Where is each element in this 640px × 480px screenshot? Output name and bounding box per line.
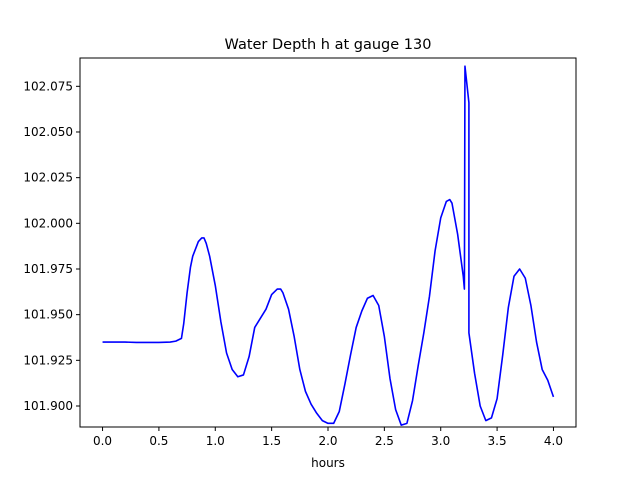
x-tick-label: 0.0 (93, 434, 112, 448)
series-line-0 (102, 65, 555, 426)
y-axis: 101.900 101.925 101.950 101.975 102.000 102.0… (23, 79, 80, 413)
x-tick-label: 3.0 (431, 434, 450, 448)
y-tick-label: 102.025 (23, 171, 73, 185)
x-tick-label: 2.0 (318, 434, 337, 448)
x-tick-label: 0.5 (149, 434, 168, 448)
x-tick-label: 4.0 (544, 434, 563, 448)
y-tick-label: 101.925 (23, 353, 73, 367)
x-axis-label: hours (311, 456, 345, 470)
x-tick-label: 1.5 (262, 434, 281, 448)
x-tick-label: 2.5 (375, 434, 394, 448)
y-tick-label: 102.050 (23, 125, 73, 139)
x-tick-label: 3.5 (488, 434, 507, 448)
chart-title: Water Depth h at gauge 130 (225, 37, 432, 53)
y-tick-label: 102.075 (23, 79, 73, 93)
axes-frame (79, 57, 577, 428)
y-tick-label: 101.900 (23, 399, 73, 413)
y-tick-label: 102.000 (23, 216, 73, 230)
y-tick-label: 101.975 (23, 262, 73, 276)
plot-area (102, 65, 555, 426)
x-axis: 0.0 0.5 1.0 1.5 2.0 2.5 3.0 3.5 4.0 (93, 427, 563, 448)
y-tick-label: 101.950 (23, 308, 73, 322)
x-tick-label: 1.0 (206, 434, 225, 448)
